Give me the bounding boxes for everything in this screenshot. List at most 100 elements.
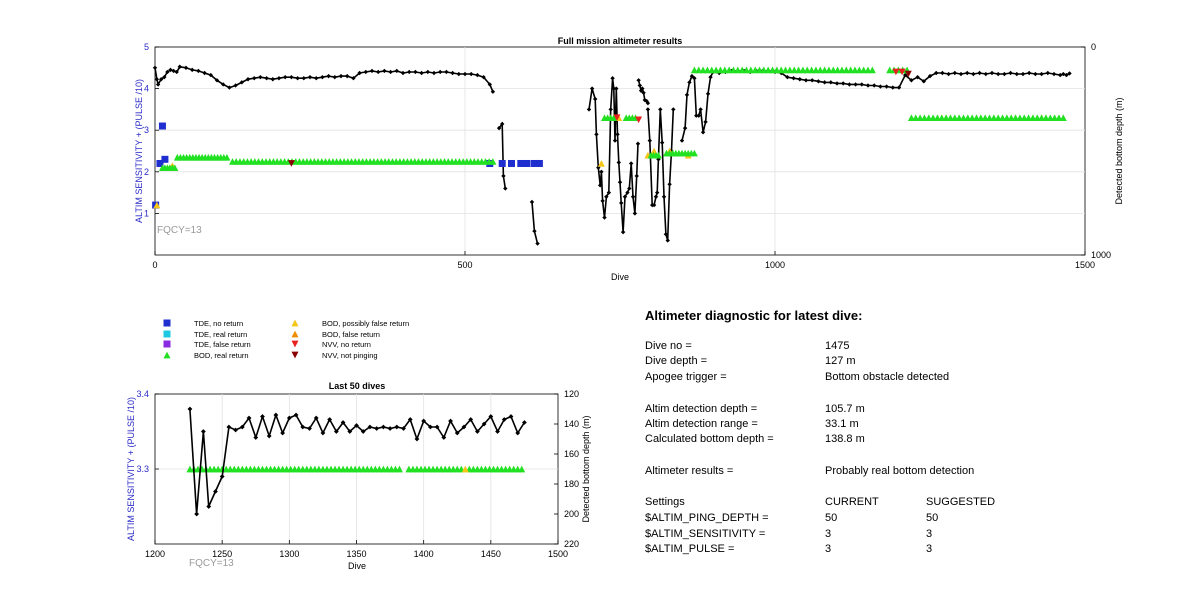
current-header: CURRENT: [825, 496, 879, 508]
bod-real-return-marker: [690, 149, 698, 157]
depth-point: [245, 77, 251, 82]
markers: [152, 66, 1067, 209]
bod-real-return-marker: [654, 151, 662, 159]
depth-point: [630, 194, 636, 199]
depth-point: [708, 74, 713, 80]
depth-point: [388, 69, 393, 75]
depth-point: [413, 69, 418, 75]
depth-point: [600, 198, 605, 204]
depth-point: [996, 71, 1001, 77]
depth-point: [651, 202, 657, 208]
depth-point: [1033, 71, 1038, 77]
depth-point: [645, 107, 651, 112]
altim-depth-value: 105.7 m: [825, 403, 865, 415]
depth-point: [934, 70, 939, 76]
x-tick-label: 1500: [1075, 260, 1095, 270]
markers: [186, 465, 526, 473]
results-label: Altimeter results =: [645, 465, 734, 477]
depth-point: [604, 194, 609, 199]
depth-point: [909, 78, 914, 83]
depth-point: [407, 69, 412, 75]
depth-point: [374, 426, 380, 431]
depth-point: [952, 70, 957, 76]
legend-label: BOD, real return: [194, 351, 249, 360]
depth-point: [196, 68, 201, 74]
bod-real-return-marker: [610, 114, 618, 122]
depth-point: [394, 424, 400, 430]
depth-point: [841, 81, 846, 86]
y2-tick-label: 160: [564, 449, 579, 459]
setting-suggested: 3: [926, 528, 933, 540]
diagnostic-title: Altimeter diagnostic for latest dive:: [645, 308, 863, 323]
depth-point: [252, 76, 257, 81]
depth-point: [239, 80, 244, 85]
depth-point: [394, 68, 399, 74]
y-tick-label: 5: [144, 42, 149, 52]
depth-point: [441, 435, 447, 440]
depth-point: [227, 85, 232, 90]
depth-point: [640, 86, 645, 91]
nvv-not-pinging-marker: [904, 70, 912, 78]
depth-point: [884, 84, 889, 89]
x-tick-label: 1350: [346, 549, 366, 559]
depth-point: [468, 417, 474, 422]
y-tick-label: 3.4: [136, 389, 149, 399]
depth-point: [174, 69, 179, 75]
depth-point: [154, 77, 160, 82]
depth-point: [682, 125, 688, 131]
depth-point: [655, 190, 660, 195]
bod-real-return-marker: [1059, 114, 1067, 122]
altim-depth-label: Altim detection depth =: [645, 403, 758, 415]
depth-point: [183, 65, 189, 70]
depth-point: [791, 76, 796, 81]
depth-point: [508, 414, 514, 419]
legend-label: NVV, no return: [322, 340, 371, 349]
depth-point: [194, 511, 200, 517]
depth-point: [367, 424, 373, 430]
depth-point: [273, 412, 279, 418]
depth-point: [635, 141, 641, 146]
chart-title: Full mission altimeter results: [558, 36, 683, 46]
nvv-no-return-marker: [635, 116, 643, 124]
depth-point: [615, 132, 620, 137]
depth-point: [226, 424, 232, 430]
legend-label: TDE, false return: [194, 340, 251, 349]
results-value: Probably real bottom detection: [825, 465, 975, 477]
legend-label: TDE, real return: [194, 330, 247, 339]
calc-depth-value: 138.8 m: [825, 433, 865, 445]
depth-point: [419, 70, 424, 76]
legend-label: BOD, false return: [322, 330, 380, 339]
setting-current: 3: [825, 543, 832, 555]
depth-point: [219, 474, 225, 479]
depth-point: [407, 417, 413, 422]
depth-point: [461, 424, 467, 430]
depth-point: [653, 194, 659, 199]
depth-point: [270, 77, 275, 82]
setting-current: 50: [825, 512, 838, 524]
depth-point: [797, 77, 802, 82]
y2-tick-label: 140: [564, 419, 579, 429]
full-mission-chart: Full mission altimeter results 0 500 1000 1…: [134, 36, 1124, 282]
plot-area: [154, 46, 1086, 256]
depth-point: [501, 417, 507, 422]
legend-label: TDE, no return: [194, 319, 243, 328]
depth-series-line: [498, 121, 507, 189]
depth-point: [327, 417, 333, 422]
y-tick-label: 3.3: [136, 464, 149, 474]
depth-point: [610, 76, 615, 81]
depth-point: [958, 71, 964, 77]
dive-no-value: 1475: [825, 340, 850, 352]
depth-point: [1008, 70, 1013, 76]
legend-marker: [163, 340, 171, 348]
bod-real-return-marker: [395, 465, 403, 473]
setting-suggested: 3: [926, 543, 933, 555]
depth-point: [307, 426, 312, 431]
depth-point: [448, 418, 453, 424]
depth-point: [689, 73, 695, 79]
last-50-dives-chart: Last 50 dives 1200 1250 1300 1350 1400 1450 15…: [126, 381, 591, 571]
x-tick-label: 1450: [481, 549, 501, 559]
depth-point: [233, 83, 238, 88]
depth-point: [387, 426, 393, 431]
depth-point: [253, 435, 259, 440]
